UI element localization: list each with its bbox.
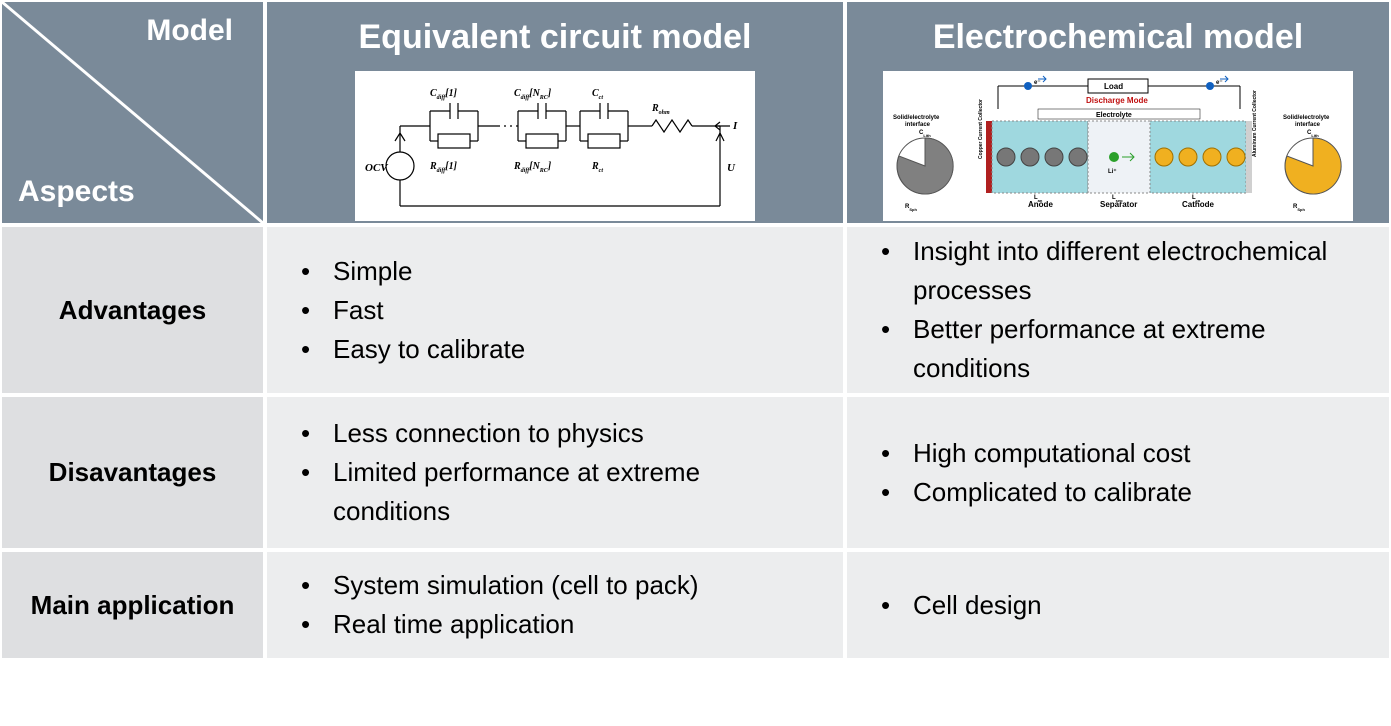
svg-text:RSph: RSph xyxy=(905,204,917,212)
row-label-advantages: Advantages xyxy=(0,225,265,395)
col-header-electrochemical-title: Electrochemical model xyxy=(933,18,1303,57)
svg-text:Load: Load xyxy=(1104,82,1123,91)
svg-text:Rohm: Rohm xyxy=(651,103,670,116)
circuit-diagram: OCV Cdiff[1] xyxy=(355,71,755,221)
svg-text:Cdiff[1]: Cdiff[1] xyxy=(430,88,458,101)
svg-text:Li⁺: Li⁺ xyxy=(1108,168,1117,175)
corner-label-aspects: Aspects xyxy=(18,175,135,209)
svg-text:Rct: Rct xyxy=(591,161,603,174)
svg-text:Aluminum Current Collector: Aluminum Current Collector xyxy=(1252,90,1258,157)
corner-label-model: Model xyxy=(146,14,233,48)
list-item: System simulation (cell to pack) xyxy=(297,566,699,605)
electrochemical-diagram: CLith RSph Solid/electrolyte interface C… xyxy=(883,71,1353,221)
svg-text:Cct: Cct xyxy=(592,88,603,101)
svg-text:CLith: CLith xyxy=(919,130,931,138)
svg-text:Discharge Mode: Discharge Mode xyxy=(1086,96,1148,105)
list-item: Simple xyxy=(297,252,525,291)
list-item: Easy to calibrate xyxy=(297,330,525,369)
svg-text:Copper Current Collector: Copper Current Collector xyxy=(978,99,984,159)
right-pie: CLith RSph xyxy=(1285,130,1341,212)
svg-text:interface: interface xyxy=(1295,122,1321,128)
comparison-table: Model Aspects Equivalent circuit model O… xyxy=(0,0,1391,726)
svg-text:interface: interface xyxy=(905,122,931,128)
list-item: High computational cost xyxy=(877,434,1192,473)
svg-text:U: U xyxy=(727,162,736,174)
svg-text:CLith: CLith xyxy=(1307,130,1319,138)
corner-header: Model Aspects xyxy=(0,0,265,225)
row-label-disadvantages: Disavantages xyxy=(0,395,265,550)
list-item: Limited performance at extreme condition… xyxy=(297,453,823,531)
list-item: Less connection to physics xyxy=(297,414,823,453)
cell-disadvantages-circuit: Less connection to physics Limited perfo… xyxy=(265,395,845,550)
list-item: Insight into different electrochemical p… xyxy=(877,232,1369,310)
left-pie: CLith RSph xyxy=(897,130,953,212)
svg-text:OCV: OCV xyxy=(365,162,389,174)
svg-text:Rdiff[NRC]: Rdiff[NRC] xyxy=(513,161,552,174)
electrochemical-svg: CLith RSph Solid/electrolyte interface C… xyxy=(883,71,1353,221)
list-advantages-echem: Insight into different electrochemical p… xyxy=(867,232,1369,388)
svg-text:Electrolyte: Electrolyte xyxy=(1096,112,1132,119)
cell-advantages-echem: Insight into different electrochemical p… xyxy=(845,225,1391,395)
list-item: Complicated to calibrate xyxy=(877,473,1192,512)
cell-disadvantages-echem: High computational cost Complicated to c… xyxy=(845,395,1391,550)
list-item: Real time application xyxy=(297,605,699,644)
list-item: Better performance at extreme conditions xyxy=(877,310,1369,388)
svg-text:Rdiff[1]: Rdiff[1] xyxy=(429,161,458,174)
svg-text:e⁻: e⁻ xyxy=(1216,80,1223,86)
circuit-svg: OCV Cdiff[1] xyxy=(355,71,755,221)
list-disadvantages-circuit: Less connection to physics Limited perfo… xyxy=(287,414,823,531)
list-item: Cell design xyxy=(877,586,1042,625)
svg-text:Cdiff[NRC]: Cdiff[NRC] xyxy=(514,88,552,101)
list-application-echem: Cell design xyxy=(867,586,1042,625)
svg-text:I: I xyxy=(732,120,738,132)
cell-advantages-circuit: Simple Fast Easy to calibrate xyxy=(265,225,845,395)
list-disadvantages-echem: High computational cost Complicated to c… xyxy=(867,434,1192,512)
list-advantages-circuit: Simple Fast Easy to calibrate xyxy=(287,252,525,369)
col-header-circuit-title: Equivalent circuit model xyxy=(359,18,752,57)
cell-application-circuit: System simulation (cell to pack) Real ti… xyxy=(265,550,845,660)
list-item: Fast xyxy=(297,291,525,330)
svg-text:Solid/electrolyte: Solid/electrolyte xyxy=(1283,115,1330,121)
svg-text:e⁻: e⁻ xyxy=(1034,80,1041,86)
list-application-circuit: System simulation (cell to pack) Real ti… xyxy=(287,566,699,644)
cell-application-echem: Cell design xyxy=(845,550,1391,660)
col-header-electrochemical: Electrochemical model CLith RSph Solid/e… xyxy=(845,0,1391,225)
svg-text:RSph: RSph xyxy=(1293,204,1305,212)
col-header-circuit: Equivalent circuit model OCV xyxy=(265,0,845,225)
row-label-application: Main application xyxy=(0,550,265,660)
svg-text:Solid/electrolyte: Solid/electrolyte xyxy=(893,115,940,121)
